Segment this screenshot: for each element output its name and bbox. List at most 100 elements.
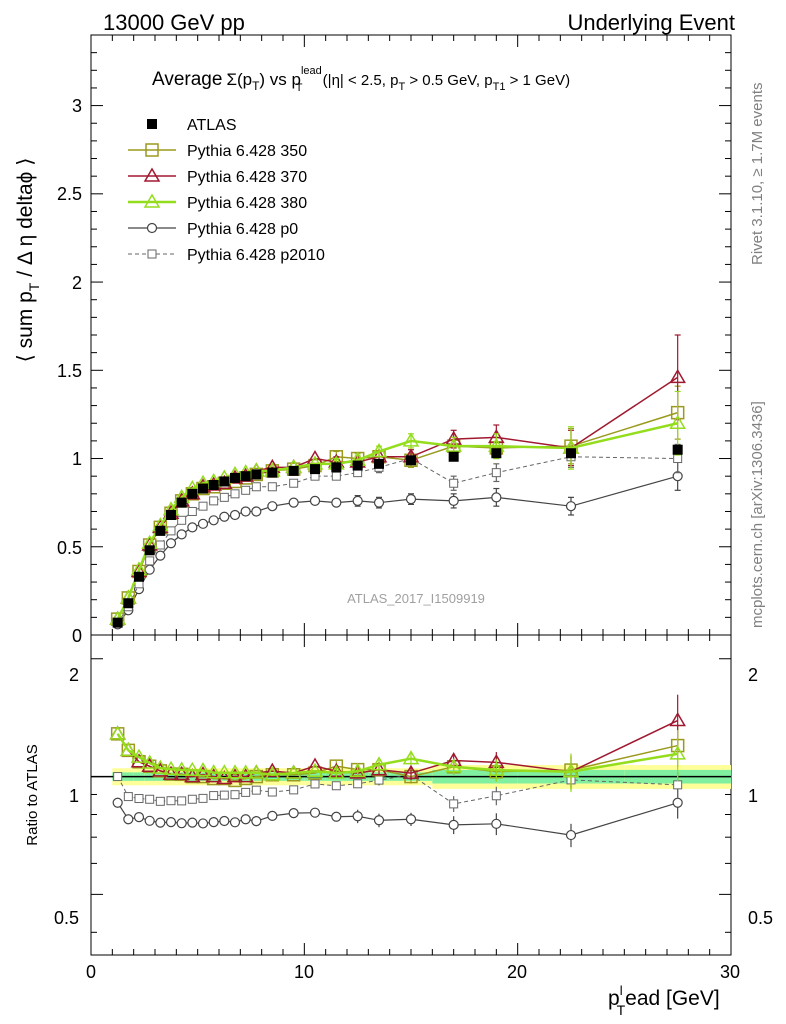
ratio-point-380 <box>285 764 302 779</box>
ratio-point-p0 <box>352 811 363 822</box>
ratio-point-p0 <box>219 815 230 827</box>
legend-marker-ATLAS <box>147 119 157 129</box>
data-point-ATLAS <box>134 571 144 582</box>
ratio-point-p2010 <box>155 796 165 806</box>
ratio-point-380 <box>669 745 686 760</box>
data-point-p2010 <box>219 492 229 502</box>
data-point-p0 <box>197 518 209 529</box>
ratio-point-p0 <box>229 817 241 828</box>
data-point-ATLAS <box>155 525 166 536</box>
ratio-point-380 <box>216 764 233 779</box>
ratio-point-p2010 <box>145 794 155 804</box>
data-point-ATLAS <box>566 448 576 459</box>
ratio-point-380 <box>488 761 505 776</box>
ratio-point-370 <box>226 768 244 783</box>
ratio-point-p0 <box>373 815 385 826</box>
data-point-p2010 <box>251 482 261 492</box>
data-point-ATLAS <box>267 467 278 478</box>
data-point-p0 <box>155 550 166 561</box>
ratio-point-p2010 <box>219 790 229 800</box>
data-point-ATLAS <box>251 469 262 480</box>
data-point-p0 <box>267 501 278 512</box>
ratio-point-370 <box>109 725 126 740</box>
header-right: Underlying Event <box>567 10 735 35</box>
data-point-p0 <box>331 497 342 508</box>
legend-label-380: Pythia 6.428 380 <box>187 195 307 212</box>
data-point-ATLAS <box>123 598 134 609</box>
data-point-ATLAS <box>144 545 155 556</box>
data-point-p2010 <box>449 478 459 488</box>
ratio-point-p2010 <box>198 793 208 803</box>
data-point-ATLAS <box>352 460 363 471</box>
data-point-p0 <box>405 494 417 505</box>
data-point-p2010 <box>491 468 501 478</box>
ratio-point-p2010 <box>187 794 197 804</box>
main-y-tick-label: 3 <box>72 96 82 116</box>
ratio-point-p2010 <box>267 787 277 797</box>
ratio-point-p0 <box>144 815 155 826</box>
data-point-p0 <box>165 538 177 549</box>
ratio-point-370 <box>264 762 281 777</box>
data-point-ATLAS <box>219 476 230 487</box>
ratio-point-370 <box>194 766 212 781</box>
ratio-point-380 <box>226 764 244 779</box>
x-tick-label: 0 <box>86 962 96 982</box>
data-point-ATLAS <box>310 464 320 475</box>
data-point-p2010 <box>230 489 240 499</box>
data-point-p0 <box>352 495 363 506</box>
main-y-tick-label: 1.5 <box>57 361 82 381</box>
ratio-point-380 <box>402 750 420 765</box>
data-point-p2010 <box>331 471 341 481</box>
data-point-p2010 <box>241 485 251 495</box>
ratio-point-380 <box>152 759 169 774</box>
rivet-label: Rivet 3.1.10, ≥ 1.7M events <box>749 83 766 266</box>
main-y-tick-label: 0.5 <box>57 538 82 558</box>
data-point-p2010 <box>187 506 197 516</box>
ratio-point-380 <box>173 761 190 776</box>
data-point-ATLAS <box>240 471 251 482</box>
ratio-point-p0 <box>565 829 577 841</box>
ratio-point-p0 <box>309 807 321 818</box>
data-point-ATLAS <box>176 497 187 508</box>
ratio-point-p2010 <box>491 791 501 801</box>
data-point-p0 <box>288 497 299 508</box>
data-point-ATLAS <box>208 480 219 490</box>
data-point-380 <box>669 414 686 429</box>
ratio-y-tick-label-right: 2 <box>748 665 758 685</box>
ratio-point-p0 <box>331 811 342 822</box>
data-point-p0 <box>565 501 577 512</box>
ratio-y-tick-label-right: 0.5 <box>748 908 773 928</box>
ratio-point-p0 <box>112 797 123 808</box>
legend-marker-370 <box>143 167 161 182</box>
ratio-point-380 <box>562 763 580 778</box>
ratio-point-p0 <box>155 817 166 828</box>
ratio-point-p0 <box>448 819 459 831</box>
ratio-point-380 <box>205 764 222 779</box>
x-tick-label: 20 <box>507 962 527 982</box>
data-point-p0 <box>176 529 187 540</box>
main-y-tick-label: 0 <box>72 626 82 646</box>
axis-tick-labels: 0 0.5 1 1.5 2 2.5 3 0.5 1 2 0.5 1 2 0 10… <box>54 96 773 982</box>
ratio-point-370 <box>152 762 169 777</box>
ratio-point-370 <box>237 768 254 783</box>
ratio-point-p2010 <box>331 781 341 791</box>
ratio-plot-frame <box>90 634 732 956</box>
main-plot-data <box>109 334 686 630</box>
ratio-point-p2010 <box>134 794 144 804</box>
legend-marker-380 <box>143 193 161 208</box>
ratio-y-tick-label: 0.5 <box>54 908 79 928</box>
ratio-point-p0 <box>251 816 262 827</box>
ratio-point-p0 <box>672 797 683 808</box>
main-y-tick-label: 2 <box>72 273 82 293</box>
data-point-p2010 <box>145 556 155 566</box>
legend-label-p2010: Pythia 6.428 p2010 <box>187 247 325 264</box>
ratio-point-p2010 <box>230 790 240 800</box>
ratio-point-p2010 <box>177 796 187 806</box>
ratio-point-p2010 <box>241 787 251 797</box>
ratio-point-p2010 <box>289 785 299 795</box>
data-point-p0 <box>219 511 230 522</box>
data-point-p2010 <box>289 478 299 488</box>
legend-marker-p2010 <box>147 249 157 259</box>
ratio-point-380 <box>194 762 212 777</box>
